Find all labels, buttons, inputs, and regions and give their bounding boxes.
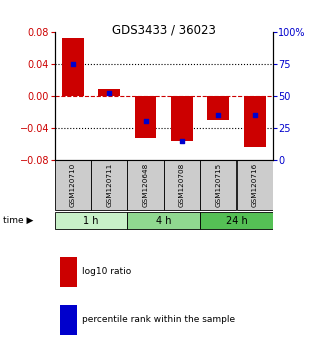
FancyBboxPatch shape — [164, 160, 200, 210]
Point — [143, 119, 148, 124]
Bar — [60, 257, 77, 287]
Point — [216, 112, 221, 118]
Text: GSM120710: GSM120710 — [70, 163, 76, 207]
Text: GSM120716: GSM120716 — [252, 163, 258, 207]
Text: GSM120711: GSM120711 — [106, 163, 112, 207]
Bar — [60, 305, 77, 335]
FancyBboxPatch shape — [127, 212, 200, 229]
FancyBboxPatch shape — [200, 212, 273, 229]
FancyBboxPatch shape — [237, 160, 273, 210]
Text: GSM120708: GSM120708 — [179, 163, 185, 207]
FancyBboxPatch shape — [200, 160, 237, 210]
Text: GDS3433 / 36023: GDS3433 / 36023 — [112, 23, 216, 36]
Point — [179, 138, 185, 143]
Text: 1 h: 1 h — [83, 216, 99, 225]
Point — [252, 112, 257, 118]
Bar — [62, 38, 84, 96]
Bar — [244, 96, 265, 147]
Bar — [98, 90, 120, 96]
FancyBboxPatch shape — [91, 160, 127, 210]
FancyBboxPatch shape — [127, 160, 164, 210]
Text: 4 h: 4 h — [156, 216, 171, 225]
Text: GSM120648: GSM120648 — [143, 163, 149, 207]
Text: GSM120715: GSM120715 — [215, 163, 221, 207]
Point — [70, 61, 75, 67]
Text: log10 ratio: log10 ratio — [82, 267, 131, 276]
Bar — [171, 96, 193, 141]
Bar — [134, 96, 156, 138]
Text: 24 h: 24 h — [226, 216, 247, 225]
Text: time ▶: time ▶ — [3, 216, 34, 225]
FancyBboxPatch shape — [55, 212, 127, 229]
FancyBboxPatch shape — [55, 160, 91, 210]
Text: percentile rank within the sample: percentile rank within the sample — [82, 315, 235, 324]
Point — [107, 90, 112, 96]
Bar — [207, 96, 229, 120]
